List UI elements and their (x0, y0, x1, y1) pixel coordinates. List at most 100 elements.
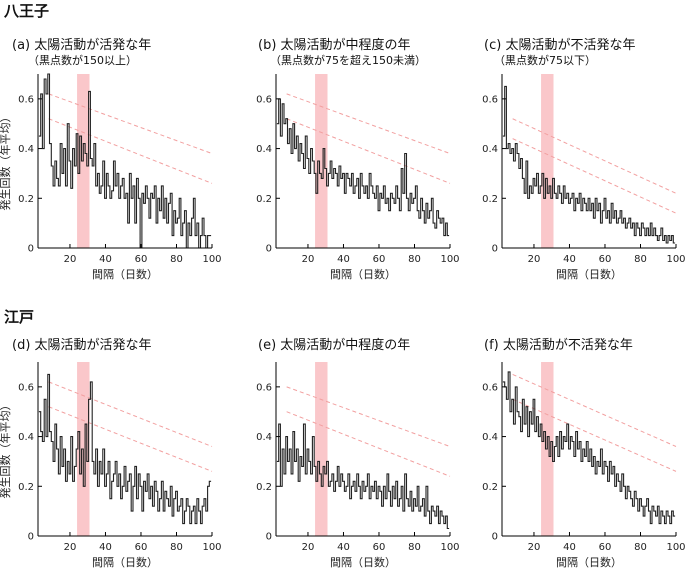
panel-d-y-tick-label: 0.2 (18, 482, 34, 493)
panel-b-y-tick-label: 0.6 (256, 94, 272, 105)
panel-e-x-tick-label: 40 (337, 542, 350, 553)
panel-f-y-tick-label: 0 (492, 532, 498, 543)
panel-e-title: (e) 太陽活動が中程度の年 (258, 334, 410, 353)
panel-f-y-tick-label: 0.4 (482, 432, 498, 443)
panel-d-x-tick-label: 80 (170, 542, 183, 553)
panel-b-title-text: 太陽活動が中程度の年 (280, 38, 411, 53)
panel-d-y-tick-label: 0.4 (18, 432, 34, 443)
panel-d-letter: (d) (12, 338, 31, 353)
panel-f-x-tick-label: 60 (599, 542, 612, 553)
panel-f-y-tick-label: 0.2 (482, 482, 498, 493)
panel-d-x-tick-label: 60 (135, 542, 148, 553)
panel-a-y-tick-label: 0 (28, 244, 34, 255)
panel-e-letter: (e) (258, 338, 277, 353)
panel-a-y-tick-label: 0.6 (18, 94, 34, 105)
panel-b-subtitle: （黒点数が75を超え150未満） (270, 54, 426, 67)
panel-f-x-axis-title: 間隔（日数） (556, 556, 622, 568)
panel-a-x-axis-title: 間隔（日数） (92, 268, 158, 281)
panel-a-x-tick-label: 60 (135, 254, 148, 265)
panel-c-x-axis-title: 間隔（日数） (556, 268, 622, 281)
panel-d-trend-line-2 (48, 406, 213, 472)
panel-a-x-tick-label: 80 (170, 254, 183, 265)
row-title-hachioji: 八王子 (4, 2, 50, 20)
panel-b-chart: 20 40 60 80 100 0 0.2 0.4 0.6 間隔（日数） (256, 74, 460, 281)
panel-c-chart: 20 40 60 80 100 0 0.2 0.4 0.6 間隔（日数） (482, 74, 686, 281)
panel-f-x-tick-label: 20 (528, 542, 541, 553)
panel-b-y-tick-label: 0 (266, 244, 272, 255)
panel-c-x-tick-label: 60 (599, 254, 612, 265)
panel-e-x-tick-label: 20 (302, 542, 315, 553)
panel-c-title-text: 太陽活動が不活発な年 (505, 38, 636, 53)
panel-d-title: (d) 太陽活動が活発な年 (12, 334, 152, 353)
panel-d-x-axis-title: 間隔（日数） (92, 556, 158, 568)
panel-c-x-tick-label: 40 (563, 254, 576, 265)
panel-c-series-line (502, 85, 676, 244)
panel-e-trend-line-1 (286, 386, 451, 447)
panel-a-x-tick-label: 100 (202, 254, 221, 265)
panel-f-trend-line-1 (512, 373, 677, 447)
panel-b-highlight-band (315, 74, 328, 248)
panel-d-trend-line-1 (48, 381, 213, 447)
panel-c-x-tick-label: 20 (528, 254, 541, 265)
panel-b-x-tick-label: 40 (337, 254, 350, 265)
panel-f-title: (f) 太陽活動が不活発な年 (484, 334, 633, 353)
panel-e-series-line (276, 423, 450, 530)
panel-f-x-tick-label: 100 (666, 542, 685, 553)
panel-d-x-tick-label: 100 (202, 542, 221, 553)
panel-e-title-text: 太陽活動が中程度の年 (280, 338, 411, 353)
panel-e-x-tick-label: 60 (373, 542, 386, 553)
panel-e-y-tick-label: 0.6 (256, 382, 272, 393)
panel-c-title: (c) 太陽活動が不活発な年 (484, 34, 635, 53)
panel-f-x-tick-label: 40 (563, 542, 576, 553)
panel-c-letter: (c) (484, 38, 502, 53)
panel-a-y-tick-label: 0.2 (18, 194, 34, 205)
panel-e-chart: 20 40 60 80 100 0 0.2 0.4 0.6 間隔（日数） (256, 362, 460, 568)
panel-b-y-tick-label: 0.2 (256, 194, 272, 205)
panel-d-chart: 20 40 60 80 100 0 0.2 0.4 0.6 間隔（日数） 発生回数（年平均） (0, 362, 222, 568)
panel-e-y-tick-label: 0.2 (256, 482, 272, 493)
panel-b-trend-line-1 (286, 93, 451, 155)
panel-a-y-axis-title: 発生回数（年平均） (0, 112, 12, 211)
panel-e-y-tick-label: 0.4 (256, 432, 272, 443)
panel-f-chart: 20 40 60 80 100 0 0.2 0.4 0.6 間隔（日数） (482, 362, 686, 568)
panel-f-letter: (f) (484, 338, 499, 353)
panel-b-trend-line-2 (286, 118, 451, 184)
panel-c-subtitle: （黒点数が75以下） (494, 54, 596, 67)
panel-b-x-tick-label: 100 (440, 254, 459, 265)
panel-e-x-axis-title: 間隔（日数） (330, 556, 396, 568)
panel-b-x-axis-title: 間隔（日数） (330, 268, 396, 281)
panel-a-chart: 20 40 60 80 100 0 0.2 0.4 0.6 間隔（日数） 発生回数（年平均） (0, 73, 222, 281)
panel-d-y-tick-label: 0.6 (18, 382, 34, 393)
panel-a-title-text: 太陽活動が活発な年 (34, 38, 152, 53)
panel-b-y-tick-label: 0.4 (256, 144, 272, 155)
panel-e-trend-line-2 (286, 411, 451, 477)
panel-d-y-tick-label: 0 (28, 532, 34, 543)
panel-c-highlight-band (541, 74, 554, 248)
panel-f-y-tick-label: 0.6 (482, 382, 498, 393)
panel-c-y-tick-label: 0.2 (482, 194, 498, 205)
panel-a-trend-line-1 (48, 93, 213, 155)
panel-f-x-tick-label: 80 (634, 542, 647, 553)
panel-a-x-tick-label: 20 (64, 254, 77, 265)
panel-a-trend-line-2 (48, 118, 213, 184)
panel-b-series-line (276, 98, 450, 237)
panel-c-x-tick-label: 100 (666, 254, 685, 265)
panel-c-y-tick-label: 0 (492, 244, 498, 255)
panel-f-title-text: 太陽活動が不活発な年 (502, 338, 633, 353)
panel-c-x-tick-label: 80 (634, 254, 647, 265)
panel-d-x-tick-label: 20 (64, 542, 77, 553)
panel-e-highlight-band (315, 362, 328, 536)
panel-c-y-tick-label: 0.6 (482, 94, 498, 105)
panel-d-x-tick-label: 40 (99, 542, 112, 553)
panel-e-x-tick-label: 100 (440, 542, 459, 553)
panel-c-trend-line-1 (512, 118, 677, 194)
panel-b-letter: (b) (258, 38, 277, 53)
panel-c-trend-line-2 (512, 138, 677, 214)
panel-a-series-line (38, 73, 212, 249)
panel-b-x-tick-label: 20 (302, 254, 315, 265)
panel-a-x-tick-label: 40 (99, 254, 112, 265)
panel-f-trend-line-2 (512, 398, 677, 472)
panel-d-series-line (38, 373, 212, 525)
panel-c-y-tick-label: 0.4 (482, 144, 498, 155)
